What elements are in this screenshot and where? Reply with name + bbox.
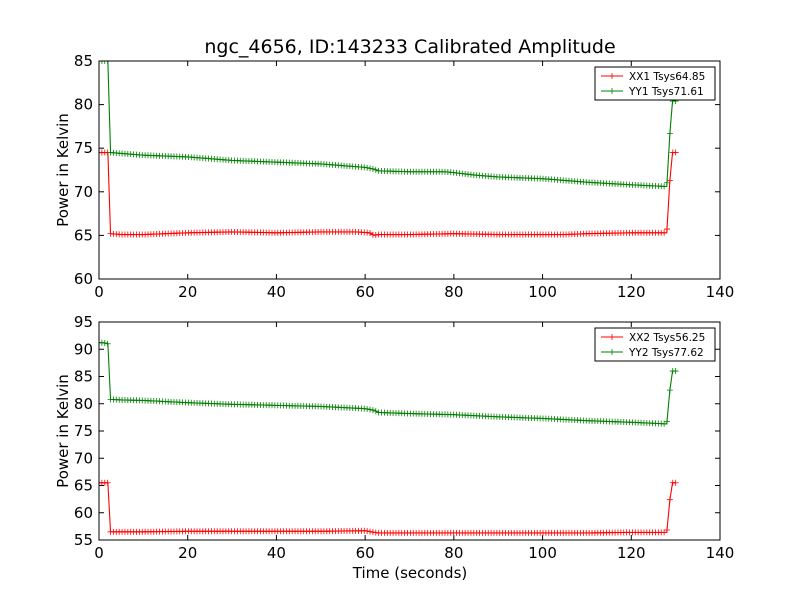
data-point-marker [104,340,111,347]
legend-box [594,66,716,101]
x-tick-label: 60 [356,544,375,562]
data-point-marker [364,528,371,535]
y-axis-label: Power in Kelvin [54,113,72,227]
data-point-marker [372,408,379,415]
data-point-marker [663,226,670,233]
data-point-marker [101,340,108,347]
legend-marker [609,334,615,340]
data-point-marker [672,368,679,375]
legend: XX1 Tsys64.85 YY1 Tsys71.61 [594,66,716,101]
legend-marker [609,349,615,355]
y-tick-label: 75 [74,139,93,157]
legend-label: YY2 Tsys77.62 [628,347,704,359]
x-tick-label: 120 [617,544,646,562]
data-point-marker [663,179,670,186]
x-tick-label: 0 [94,544,104,562]
data-point-marker [369,165,376,172]
x-tick-label: 20 [178,283,197,301]
panel-2: 0 20 40 60 80 100 120 140 55 60 65 70 75 80 85 90 95 Powe… [54,313,734,562]
panel-1: 0 20 40 60 80 100 120 140 60 65 70 75 80 85 Power in K… [54,52,734,301]
y-tick-label: 80 [74,395,93,413]
y-tick-label: 85 [74,368,93,386]
series-xx2 [99,479,679,536]
legend-item: XX1 Tsys64.85 [601,71,705,83]
x-tick-label: 60 [356,283,375,301]
data-point-marker [661,183,668,190]
data-point-marker [661,229,668,236]
y-tick-label: 90 [74,340,93,358]
data-point-marker [372,166,379,173]
legend-item: YY2 Tsys77.62 [601,347,704,359]
data-point-marker [361,164,368,171]
data-point-marker [666,130,673,137]
data-point-marker [101,61,108,64]
data-point-marker [672,149,679,156]
x-tick-label: 100 [528,283,557,301]
x-tick-label: 80 [444,283,463,301]
y-tick-label: 85 [74,52,93,70]
y-tick-label: 55 [74,531,93,549]
data-point-marker [361,405,368,412]
plot-frame [98,321,721,541]
data-point-marker [666,496,673,503]
data-point-marker [666,387,673,394]
data-point-marker [364,229,371,236]
chart-title: ngc_4656, ID:143233 Calibrated Amplitude [204,36,615,58]
x-axis-label: Time (seconds) [352,564,468,582]
data-point-marker [104,61,111,64]
data-point-marker [104,479,111,486]
y-tick-label: 65 [74,477,93,495]
y-tick-label: 60 [74,270,93,288]
data-point-marker [369,529,376,536]
x-tick-label: 20 [178,544,197,562]
y-tick-label: 80 [74,96,93,114]
data-point-marker [99,61,105,64]
x-tick-label: 100 [528,544,557,562]
y-tick-label: 95 [74,313,93,331]
y-tick-label: 60 [74,504,93,522]
x-tick-label: 140 [706,544,735,562]
data-point-marker [367,406,374,413]
y-tick-label: 70 [74,449,93,467]
data-point-marker [672,479,679,486]
data-point-marker [367,528,374,535]
legend-label: XX1 Tsys64.85 [629,71,705,83]
legend: XX2 Tsys56.25 YY2 Tsys77.62 [594,327,716,362]
legend-marker [609,73,615,79]
data-point-marker [364,164,371,171]
plot-frame [98,60,721,280]
y-axis-label: Power in Kelvin [54,374,72,488]
data-point-marker [372,232,379,239]
legend-label: YY1 Tsys71.61 [628,86,704,98]
y-tick-label: 70 [74,183,93,201]
series-yy1 [99,61,679,190]
data-point-marker [663,527,670,534]
x-tick-label: 120 [617,283,646,301]
data-point-marker [364,406,371,413]
data-point-marker [369,407,376,414]
x-tick-label: 0 [94,283,104,301]
legend-box [594,327,716,362]
y-tick-label: 75 [74,422,93,440]
series-xx1 [99,149,679,239]
legend-item: XX2 Tsys56.25 [601,332,705,344]
y-tick-label: 65 [74,226,93,244]
x-tick-label: 40 [267,283,286,301]
series-yy2 [99,339,679,427]
x-tick-label: 80 [444,544,463,562]
data-point-marker [367,165,374,172]
x-tick-label: 140 [706,283,735,301]
x-tick-label: 40 [267,544,286,562]
legend-label: XX2 Tsys56.25 [629,332,705,344]
data-point-marker [663,418,670,425]
legend-marker [609,88,615,94]
legend-item: YY1 Tsys71.61 [601,86,704,98]
